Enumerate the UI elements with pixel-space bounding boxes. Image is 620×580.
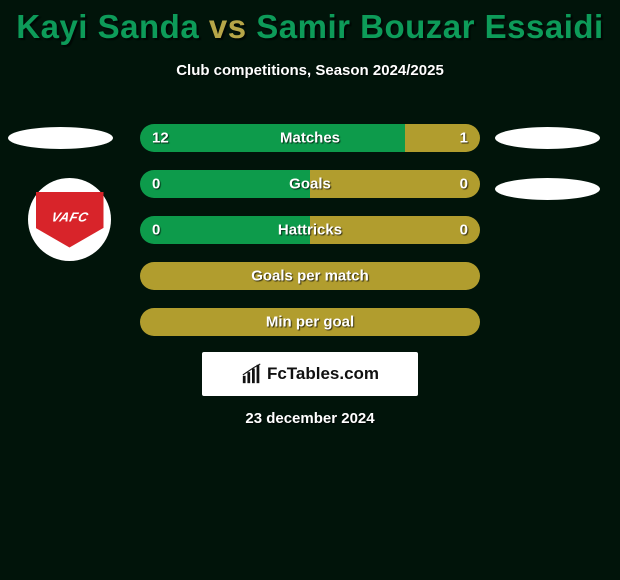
bar-row: 00Hattricks	[140, 216, 480, 244]
bar-label: Goals	[140, 176, 480, 193]
subtitle: Club competitions, Season 2024/2025	[0, 62, 620, 79]
bar-row: 00Goals	[140, 170, 480, 198]
bar-row: Goals per match	[140, 262, 480, 290]
bar-chart-icon	[241, 363, 263, 385]
club-badge-text: VAFC	[34, 210, 106, 225]
bar-label: Min per goal	[140, 314, 480, 331]
comparison-bar-chart: 121Matches 00Goals 00Hattricks Goals per ma…	[140, 124, 480, 354]
brand-suffix: Tables.com	[287, 364, 379, 383]
page-title: Kayi Sanda vs Samir Bouzar Essaidi	[0, 0, 620, 46]
club-badge-shield: VAFC	[36, 192, 104, 248]
bar-label: Hattricks	[140, 222, 480, 239]
brand-text: FcTables.com	[267, 364, 379, 384]
brand-prefix: Fc	[267, 364, 287, 383]
title-vs: vs	[209, 8, 247, 45]
bar-label: Goals per match	[140, 268, 480, 285]
player1-club-badge: VAFC	[28, 178, 111, 261]
bar-label: Matches	[140, 130, 480, 147]
player1-photo-placeholder	[8, 127, 113, 149]
bar-row: 121Matches	[140, 124, 480, 152]
brand-watermark: FcTables.com	[202, 352, 418, 396]
player2-club-placeholder	[495, 178, 600, 200]
title-player1: Kayi Sanda	[16, 8, 199, 45]
player2-photo-placeholder	[495, 127, 600, 149]
bar-row: Min per goal	[140, 308, 480, 336]
title-player2: Samir Bouzar Essaidi	[256, 8, 603, 45]
snapshot-date: 23 december 2024	[0, 410, 620, 427]
